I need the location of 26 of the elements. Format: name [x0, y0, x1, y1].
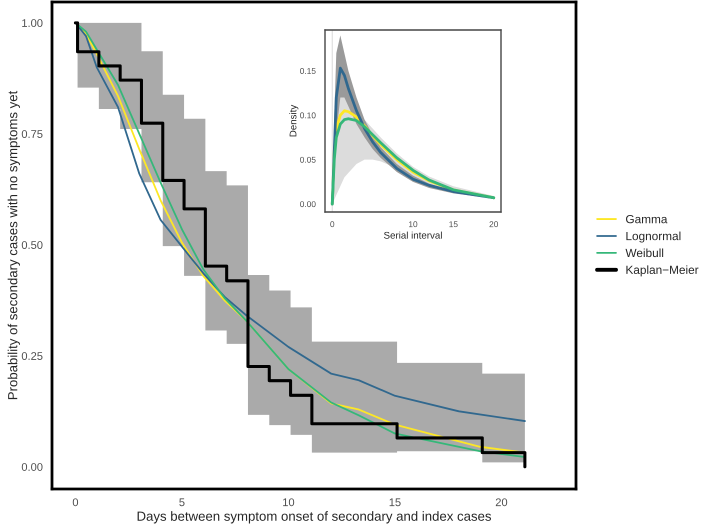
y-axis-title: Probability of secondary cases with no symptoms yet [8, 90, 20, 400]
x-tick-label: 20 [490, 221, 498, 228]
legend-label: Lognormal [626, 232, 680, 243]
y-tick-label: 0.15 [300, 68, 316, 74]
x-tick-label: 10 [409, 221, 418, 228]
y-axis-title: Density [289, 104, 298, 136]
y-tick-label: 0.00 [300, 201, 316, 208]
y-tick-label: 0.75 [22, 130, 43, 138]
x-tick-label: 5 [179, 498, 185, 506]
x-tick-label: 10 [283, 498, 294, 506]
legend-label: Kaplan−Meier [626, 265, 698, 276]
x-tick-label: 20 [496, 498, 508, 506]
legend-label: Gamma [626, 214, 668, 224]
x-axis-title: Serial interval [384, 232, 442, 239]
y-tick-label: 0.25 [22, 352, 43, 360]
y-tick-label: 0.05 [300, 156, 316, 163]
y-tick-label: 0.50 [22, 241, 43, 249]
x-tick-label: 0 [330, 221, 334, 228]
y-tick-label: 0.00 [22, 463, 43, 471]
legend-label: Weibull [625, 248, 664, 258]
x-tick-label: 15 [449, 221, 458, 228]
x-tick-label: 0 [72, 498, 78, 506]
x-axis-title: Days between symptom onset of secondary and index cases [138, 511, 492, 524]
x-tick-label: 15 [390, 498, 401, 506]
y-tick-label: 1.00 [22, 19, 43, 27]
y-tick-label: 0.10 [300, 112, 316, 118]
